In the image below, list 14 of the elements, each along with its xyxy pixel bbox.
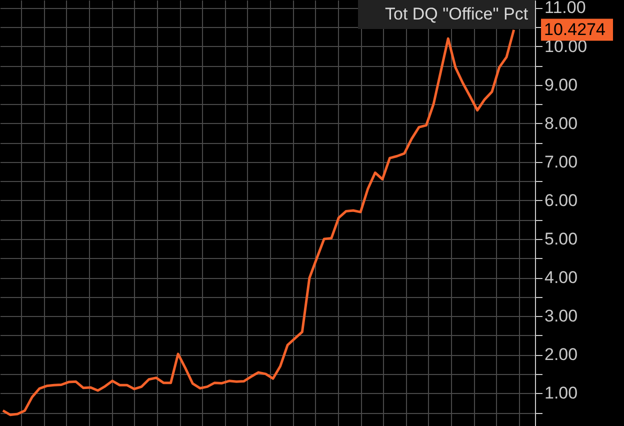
y-tick-label: 7.00 [544,152,578,172]
y-tick-label: 8.00 [544,114,578,133]
series-label: Tot DQ "Office" Pct [385,4,528,24]
y-tick-label: 5.00 [544,230,578,249]
y-tick-label: 9.00 [544,75,578,94]
y-tick-label: 4.00 [544,268,578,288]
y-tick-label: 6.00 [544,190,578,210]
y-tick-label: 3.00 [544,306,578,326]
y-tick-label: 11.00 [544,0,586,18]
text: 10.4274 [544,20,606,39]
y-tick-label: 2.00 [544,345,578,364]
line-series [2,28,516,416]
y-tick-label: 10.00 [544,36,588,56]
y-tick-label: 1.00 [544,384,578,403]
